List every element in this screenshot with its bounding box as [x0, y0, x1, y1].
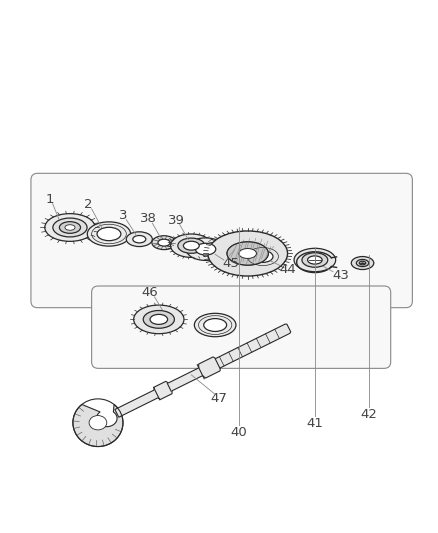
Text: 3: 3 [119, 209, 127, 222]
Ellipse shape [301, 253, 327, 267]
Text: 46: 46 [141, 286, 158, 299]
Ellipse shape [65, 225, 75, 230]
Ellipse shape [150, 314, 167, 325]
Ellipse shape [45, 214, 95, 241]
Ellipse shape [359, 261, 365, 265]
Ellipse shape [203, 319, 226, 332]
FancyBboxPatch shape [92, 286, 390, 368]
Text: 41: 41 [306, 417, 322, 430]
Ellipse shape [186, 238, 225, 261]
Ellipse shape [243, 245, 282, 268]
FancyBboxPatch shape [31, 173, 411, 308]
Ellipse shape [194, 313, 236, 337]
Text: 42: 42 [360, 408, 377, 421]
Text: 2: 2 [84, 198, 93, 212]
Polygon shape [73, 405, 123, 447]
Ellipse shape [126, 232, 152, 247]
Text: 45: 45 [222, 257, 239, 270]
Ellipse shape [158, 239, 170, 246]
Ellipse shape [207, 231, 287, 276]
Ellipse shape [152, 236, 176, 249]
Text: 44: 44 [279, 263, 295, 276]
Text: 40: 40 [230, 425, 247, 439]
Ellipse shape [177, 238, 205, 253]
Ellipse shape [252, 251, 272, 262]
Ellipse shape [195, 243, 215, 255]
Text: 43: 43 [332, 269, 349, 281]
Ellipse shape [183, 241, 199, 250]
Ellipse shape [170, 234, 212, 257]
Polygon shape [115, 324, 290, 417]
Ellipse shape [238, 248, 256, 259]
Ellipse shape [133, 236, 145, 243]
Ellipse shape [97, 227, 120, 241]
Ellipse shape [226, 242, 268, 265]
Text: 47: 47 [210, 392, 226, 405]
Text: 1: 1 [45, 193, 54, 206]
Ellipse shape [59, 222, 80, 233]
Ellipse shape [356, 260, 368, 266]
Ellipse shape [89, 416, 106, 430]
Text: 38: 38 [140, 212, 157, 225]
Ellipse shape [87, 222, 131, 246]
Ellipse shape [143, 311, 174, 328]
Ellipse shape [53, 218, 87, 237]
Ellipse shape [293, 248, 335, 272]
Text: 39: 39 [167, 214, 184, 227]
Ellipse shape [134, 305, 184, 334]
Ellipse shape [350, 256, 373, 270]
Ellipse shape [307, 256, 321, 264]
